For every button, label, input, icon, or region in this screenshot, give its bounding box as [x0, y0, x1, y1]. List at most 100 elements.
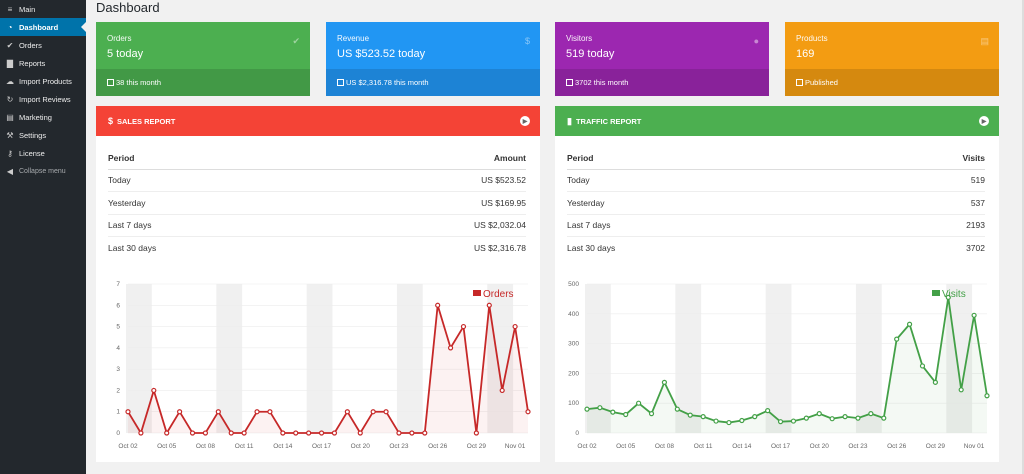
admin-sidebar: ≡ Main ◔ Dashboard ✔ Orders ▇ Reports ☁ Import Pr…	[0, 0, 86, 474]
x-tick-label: Oct 17	[312, 443, 332, 450]
data-point	[331, 430, 338, 436]
cloud-icon: ☁	[6, 76, 14, 86]
traffic-report-toggle-button[interactable]: ▶	[979, 116, 989, 126]
data-point	[842, 414, 848, 420]
x-tick-label: Oct 23	[389, 443, 409, 450]
data-point	[661, 379, 668, 385]
y-tick-label: 300	[568, 341, 579, 348]
sales-report-title: SALES REPORT	[117, 116, 176, 126]
y-tick-label: 500	[568, 281, 579, 288]
data-point	[202, 430, 209, 436]
products-stat-card[interactable]: Products 169 ▤ Published	[785, 22, 999, 96]
wrench-icon: ⚒	[6, 130, 14, 140]
data-point	[958, 387, 964, 393]
sidebar-item-dashboard[interactable]: ◔ Dashboard	[0, 18, 86, 36]
data-point	[597, 405, 603, 411]
table-row: Today 519	[567, 168, 985, 192]
weekend-band	[396, 284, 423, 433]
data-point	[215, 409, 221, 415]
data-point	[318, 430, 325, 436]
visitors-stat-card[interactable]: Visitors 519 today ● 3702 this month	[555, 22, 769, 96]
data-point	[138, 430, 144, 436]
sales-report-toggle-button[interactable]: ▶	[520, 116, 530, 126]
data-point	[499, 387, 505, 394]
x-tick-label: Oct 23	[848, 443, 868, 450]
value-cell: US $169.95	[309, 191, 526, 214]
card-footer: 38 this month	[96, 69, 310, 96]
card-label: Products	[796, 34, 828, 43]
period-cell: Last 7 days	[567, 213, 852, 237]
sidebar-item-reports[interactable]: ▇ Reports	[0, 54, 86, 72]
data-point	[267, 409, 273, 415]
sidebar-item-collapse-menu[interactable]: ◀ Collapse menu	[0, 162, 86, 180]
x-tick-label: Nov 01	[505, 443, 526, 450]
table-row: Last 30 days US $2,316.78	[108, 236, 526, 259]
card-footer: Published	[785, 69, 999, 96]
sidebar-item-label: Marketing	[19, 112, 52, 122]
sidebar-item-license[interactable]: ⚷ License	[0, 144, 86, 162]
x-tick-label: Oct 20	[810, 443, 830, 450]
x-tick-label: Oct 02	[577, 443, 597, 450]
dollar-icon: $	[524, 36, 530, 46]
data-point	[383, 409, 389, 415]
data-point	[829, 416, 835, 422]
sidebar-item-orders[interactable]: ✔ Orders	[0, 36, 86, 54]
table-header-row: Period Amount	[108, 148, 526, 170]
sidebar-item-settings[interactable]: ⚒ Settings	[0, 126, 86, 144]
data-point	[765, 408, 771, 414]
scrollbar[interactable]	[1022, 0, 1024, 474]
data-point	[816, 411, 822, 417]
data-point	[906, 321, 913, 327]
legend-label: Orders	[483, 289, 514, 300]
y-tick-label: 5	[116, 324, 120, 331]
sidebar-item-label: Import Reviews	[19, 94, 71, 104]
data-point	[932, 379, 938, 385]
sidebar-item-marketing[interactable]: ▤ Marketing	[0, 108, 86, 126]
card-body: Products 169 ▤	[785, 22, 999, 69]
x-tick-label: Oct 11	[235, 443, 254, 450]
x-tick-label: Oct 05	[616, 443, 636, 450]
card-footer-text: 3702 this month	[575, 78, 629, 87]
calendar-icon	[796, 79, 803, 86]
card-body: Orders 5 today ✔	[96, 22, 310, 69]
weekend-band	[855, 284, 882, 433]
x-tick-label: Oct 05	[157, 443, 177, 450]
sidebar-item-main[interactable]: ≡ Main	[0, 0, 86, 18]
sidebar-item-import-products[interactable]: ☁ Import Products	[0, 72, 86, 90]
data-point	[855, 415, 861, 421]
weekend-band	[765, 284, 792, 433]
period-cell: Yesterday	[567, 191, 852, 214]
menu-icon: ≡	[7, 4, 13, 14]
sidebar-item-label: Import Products	[19, 76, 72, 86]
weekend-band	[216, 284, 243, 433]
data-point	[648, 411, 655, 417]
weekend-band	[306, 284, 333, 433]
card-footer-text: US $2,316.78 this month	[346, 78, 429, 87]
y-tick-label: 7	[116, 281, 120, 288]
refresh-icon: ↻	[6, 94, 14, 104]
x-tick-label: Oct 08	[655, 443, 675, 450]
card-footer-text: 38 this month	[116, 78, 162, 87]
sidebar-item-import-reviews[interactable]: ↻ Import Reviews	[0, 90, 86, 108]
table-row: Yesterday US $169.95	[108, 191, 526, 214]
revenue-stat-card[interactable]: Revenue US $523.52 today $ US $2,316.78 thi…	[326, 22, 540, 96]
data-point	[512, 323, 518, 330]
value-cell: US $2,316.78	[309, 236, 526, 259]
visits-chart: 0 100 200 300 400 500 Oct 02 Oct 05 Oct 08 Oct 11…	[555, 276, 999, 462]
orders-stat-card[interactable]: Orders 5 today ✔ 38 this month	[96, 22, 310, 96]
data-point	[881, 415, 887, 421]
data-point	[984, 393, 990, 399]
y-tick-label: 0	[575, 430, 579, 437]
data-point	[473, 430, 479, 436]
main-content: Dashboard Orders 5 today ✔ 38 this month Rev…	[86, 0, 1024, 474]
value-cell: US $2,032.04	[309, 213, 526, 237]
card-label: Visitors	[566, 34, 593, 43]
data-point	[623, 411, 629, 418]
orders-chart-svg: 0 1 2 3 4 5 6 7 Oct 02 Oct 05 Oct 08 Oct 11 Oct 14 Oc…	[116, 281, 531, 450]
x-tick-label: Nov 01	[964, 443, 985, 450]
table-row: Last 7 days US $2,032.04	[108, 213, 526, 237]
x-tick-label: Oct 26	[887, 443, 907, 450]
data-point	[945, 294, 951, 301]
table-row: Yesterday 537	[567, 191, 985, 214]
visits-chart-svg: 0 100 200 300 400 500 Oct 02 Oct 05 Oct 08 Oct 11…	[568, 281, 990, 450]
